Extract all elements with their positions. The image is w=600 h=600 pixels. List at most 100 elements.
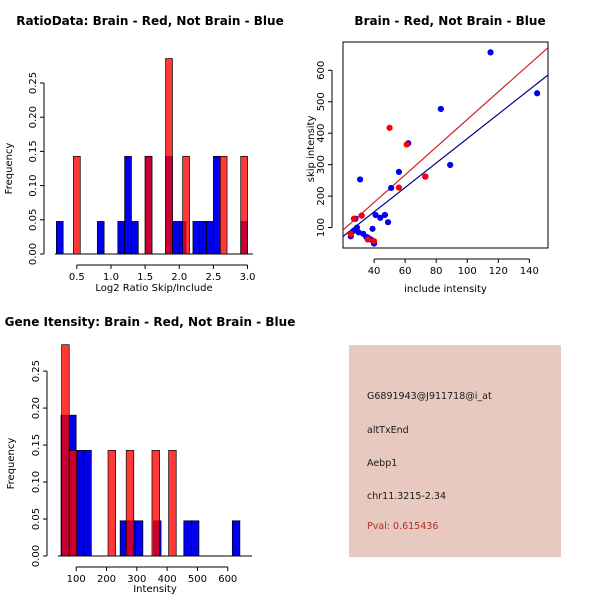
gene-intensity-histogram-bar (231, 520, 241, 557)
intensity-scatter-point (372, 211, 379, 219)
ratio-histogram-bar (117, 221, 125, 255)
intensity-scatter-y-axis-label: skip intensity (306, 116, 317, 183)
gene-intensity-histogram-y-tick-label: 0.20 (31, 397, 42, 419)
intensity-scatter-x-tick-label: 60 (399, 266, 412, 277)
ratio-histogram-canvas: 0.5 1.0 1.5 2.0 2.5 3.0 Log2 Ratio Skip/Includ… (4, 58, 256, 294)
ratio-histogram-x-tick-label: 2.5 (205, 272, 221, 283)
gene-intensity-histogram-canvas: 100 200 300 400 500 600Intensity0.000.050.100… (6, 344, 252, 595)
ratio-histogram-y-tick-label: 0.00 (28, 243, 39, 265)
intensity-scatter-point (384, 219, 392, 226)
gene-intensity-histogram-title: Gene Itensity: Brain - Red, Not Brain - … (4, 315, 296, 329)
intensity-scatter-point (534, 90, 541, 97)
gene-intensity-histogram-bar (61, 344, 70, 557)
ratio-histogram-bar (144, 155, 153, 255)
intensity-scatter-point (395, 168, 403, 175)
gene-intensity-histogram-bar (107, 450, 116, 557)
intensity-scatter-plot-area (343, 47, 548, 247)
gene-intensity-histogram-bar (134, 520, 144, 557)
intensity-scatter-point (386, 124, 393, 131)
intensity-scatter-point (403, 141, 410, 148)
intensity-scatter-canvas: 40 60 80 100 120 140 include intensity 100 200 30… (306, 41, 549, 295)
intensity-scatter-point (447, 161, 454, 169)
intensity-scatter-point (364, 236, 371, 243)
gene-intensity-histogram-x-tick-label: 300 (127, 574, 146, 585)
ratio-histogram-bar (213, 155, 221, 255)
ratio-histogram-bar (56, 221, 64, 255)
ratio-histogram-x-axis-label: Log2 Ratio Skip/Include (95, 283, 212, 294)
intensity-scatter-points-not-brain (347, 49, 541, 247)
intensity-scatter-point (350, 215, 357, 222)
gene-intensity-histogram-bars-brain (61, 344, 177, 557)
gene-intensity-histogram-y-tick-label: 0.15 (31, 434, 42, 456)
ratio-histogram-y-axis-label: Frequency (4, 143, 15, 195)
gene-intensity-histogram-x-tick-label: 100 (67, 574, 86, 585)
intensity-scatter-x-tick-label: 100 (458, 266, 477, 277)
intensity-scatter-x-axis: 40 60 80 100 120 140 (368, 258, 539, 277)
ratio-histogram-y-tick-label: 0.15 (28, 140, 39, 162)
ratio-histogram-x-axis: 0.5 1.0 1.5 2.0 2.5 3.0 (69, 264, 256, 283)
intensity-scatter-point (381, 211, 389, 219)
info-pvalue: Pval: 0.615436 (367, 521, 439, 532)
ratio-histogram-bar (206, 221, 214, 255)
ratio-histogram-x-tick-label: 1.5 (137, 272, 153, 283)
gene-intensity-histogram-bar (151, 450, 160, 557)
intensity-scatter-x-tick-label: 140 (520, 266, 539, 277)
gene-intensity-histogram-bar (191, 520, 200, 557)
ratio-histogram-bar (240, 155, 248, 255)
gene-intensity-histogram-bars (60, 344, 241, 557)
ratio-histogram-bar (73, 155, 81, 255)
gene-intensity-histogram-bar (83, 450, 92, 557)
ratio-histogram-bar (131, 221, 139, 255)
intensity-scatter-point (422, 173, 429, 180)
intensity-scatter-title: Brain - Red, Not Brain - Blue (354, 14, 546, 28)
intensity-scatter-plot-frame (342, 41, 549, 249)
intensity-scatter-points-brain (347, 124, 429, 245)
gene-intensity-histogram-x-axis-label: Intensity (133, 584, 177, 595)
gene-intensity-histogram-y-axis: 0.00 0.05 0.10 0.15 0.20 0.25 (31, 360, 48, 567)
gene-intensity-histogram-y-tick-label: 0.05 (31, 508, 42, 530)
intensity-scatter-point (353, 224, 361, 231)
gene-intensity-histogram-y-tick-label: 0.00 (31, 545, 42, 567)
intensity-scatter-y-tick-label: 100 (316, 218, 327, 237)
gene-intensity-histogram-y-tick-label: 0.25 (31, 360, 42, 382)
intensity-scatter-x-axis-label: include intensity (404, 284, 487, 295)
ratio-histogram-x-tick-label: 3.0 (240, 272, 256, 283)
intensity-scatter-fit-lines (343, 47, 548, 237)
ratio-histogram-y-tick-label: 0.10 (28, 174, 39, 196)
intensity-scatter-x-tick-label: 80 (430, 266, 443, 277)
gene-intensity-histogram-x-tick-label: 400 (158, 574, 177, 585)
intensity-scatter-panel: Brain - Red, Not Brain - Blue 40 60 80 100 1… (300, 0, 600, 300)
ratio-histogram-panel: RatioData: Brain - Red, Not Brain - Blue… (0, 0, 300, 300)
ratio-histogram-bar (172, 221, 180, 255)
gene-intensity-histogram-bar (183, 520, 192, 557)
intensity-scatter-point (355, 229, 362, 236)
gene-intensity-histogram-x-axis: 100 200 300 400 500 600 (67, 566, 237, 585)
intensity-scatter-x-tick-label: 40 (368, 266, 381, 277)
intensity-scatter-y-tick-label: 600 (316, 61, 327, 80)
intensity-scatter-fit-line (343, 74, 548, 237)
ratio-histogram-y-tick-label: 0.05 (28, 209, 39, 231)
intensity-scatter-y-tick-label: 500 (316, 92, 327, 111)
gene-intensity-histogram-bar (68, 450, 78, 557)
gene-intensity-histogram-x-tick-label: 200 (97, 574, 116, 585)
gene-intensity-histogram-y-axis-label: Frequency (6, 438, 17, 490)
ratio-histogram-bar (96, 221, 105, 255)
intensity-scatter-point (369, 225, 376, 232)
gene-intensity-histogram-x-tick-label: 500 (188, 574, 207, 585)
gene-intensity-histogram-bar (168, 450, 177, 557)
intensity-scatter-point (347, 231, 354, 238)
intensity-scatter-y-axis: 100 200 300 400 500 600 (316, 61, 333, 237)
ratio-histogram-x-tick-label: 2.0 (171, 272, 187, 283)
info-event-type: altTxEnd (367, 425, 409, 436)
ratio-histogram-title: RatioData: Brain - Red, Not Brain - Blue (16, 14, 284, 28)
ratio-histogram-bar (124, 155, 132, 255)
ratio-histogram-bar (165, 58, 173, 255)
intensity-scatter-y-tick-label: 300 (316, 155, 327, 174)
ratio-histogram-bars (56, 58, 248, 255)
intensity-scatter-point (395, 184, 403, 191)
gene-intensity-histogram-bar (75, 450, 85, 557)
ratio-histogram-x-tick-label: 0.5 (69, 272, 85, 283)
gene-intensity-histogram-bar (125, 450, 135, 557)
intensity-scatter-y-tick-label: 200 (316, 187, 327, 206)
